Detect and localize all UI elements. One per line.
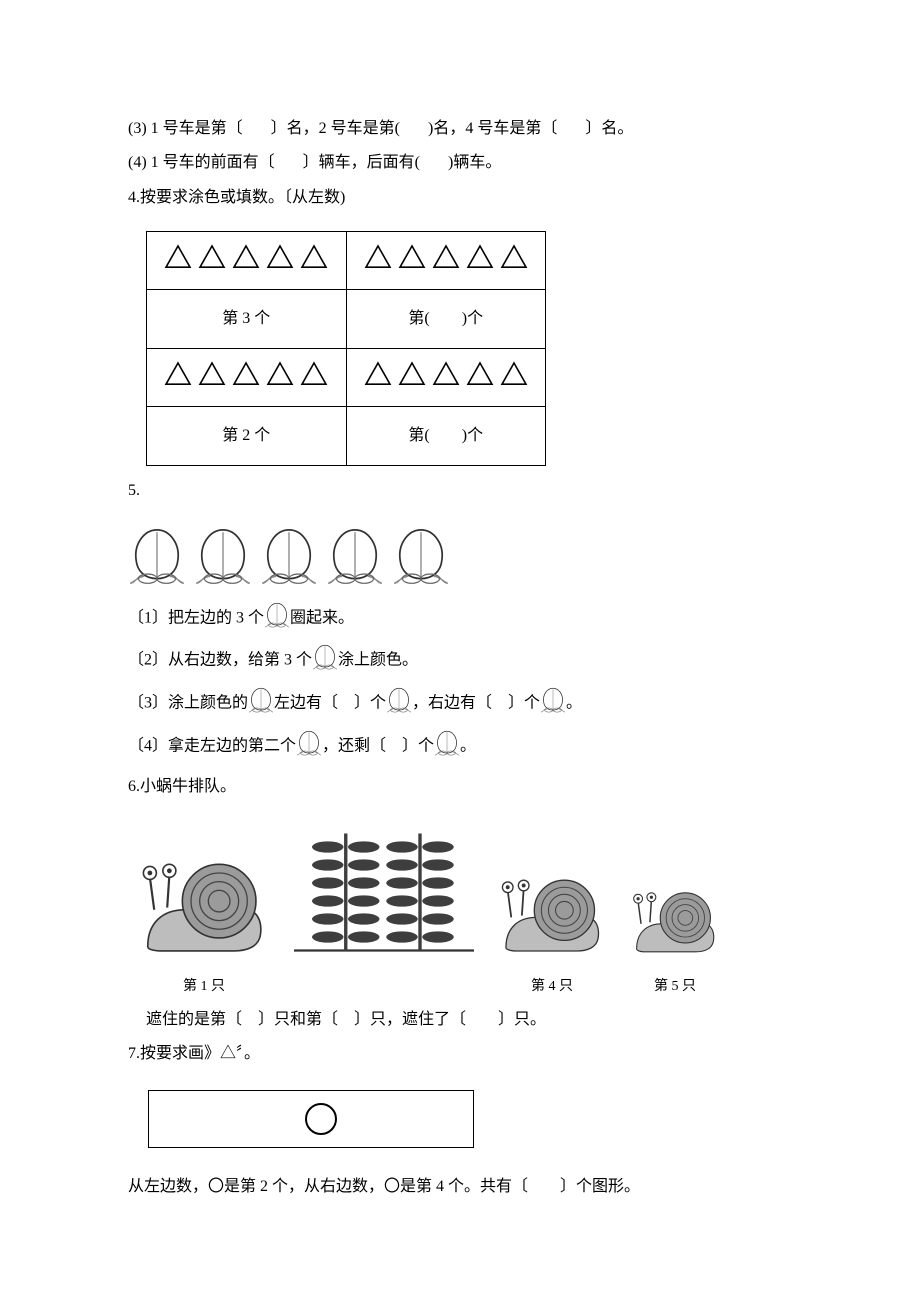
q4-r1-c2-lbl[interactable]: 第( )个 xyxy=(346,289,546,348)
q5-l4-b: ，还剩〔 〕个 xyxy=(322,737,434,754)
peach-icon xyxy=(264,601,290,640)
q4-r2-c1-tri[interactable] xyxy=(147,349,347,407)
q6-fill[interactable]: 遮住的是第〔 〕只和第〔 〕只，遮住了〔 〕只。 xyxy=(146,1005,792,1035)
q5-l4-a: 〔4〕拿走左边的第二个 xyxy=(128,737,296,754)
q5-prompt: 5. xyxy=(128,476,792,506)
q5-l3: 〔3〕涂上颜色的 左边有〔 〕个 ，右边有〔 〕个 。 xyxy=(128,686,792,725)
peach-icon xyxy=(326,525,384,597)
peach-icon xyxy=(260,525,318,597)
q3-4-a: (4) 1 号车的前面有〔 xyxy=(128,154,275,171)
q5-l3-b: 左边有〔 〕个 xyxy=(274,694,386,711)
q3-3-a: (3) 1 号车是第〔 xyxy=(128,120,243,137)
snail-caption: 第 5 只 xyxy=(630,974,720,1001)
q5-l2-b: 涂上颜色。 xyxy=(338,652,418,669)
q5-l3-c: ，右边有〔 〕个 xyxy=(412,694,540,711)
q4-r1-c2-tri[interactable] xyxy=(346,232,546,290)
q5-l4-c: 。 xyxy=(460,737,476,754)
q4-r1-c1-lbl: 第 3 个 xyxy=(147,289,347,348)
q4-r2-c2-lbl[interactable]: 第( )个 xyxy=(346,406,546,465)
q7-final[interactable]: 从左边数，〇是第 2 个，从右边数，〇是第 4 个。共有〔 〕个图形。 xyxy=(128,1172,792,1202)
q4-r1-c1-tri[interactable] xyxy=(147,232,347,290)
q5-l2-a: 〔2〕从右边数，给第 3 个 xyxy=(128,652,312,669)
snail-icon: 第 5 只 xyxy=(630,881,720,1001)
peach-icon xyxy=(128,525,186,597)
q3-3-c: )名，4 号车是第〔 xyxy=(428,120,557,137)
q4-table: 第 3 个 第( )个 第 2 个 第( )个 xyxy=(146,231,546,466)
peach-icon xyxy=(392,525,450,597)
q7-prompt: 7.按要求画》△〞。 xyxy=(128,1039,792,1069)
q3-sub4: (4) 1 号车的前面有〔 〕辆车，后面有( )辆车。 xyxy=(128,148,792,178)
q5-l1: 〔1〕把左边的 3 个 圈起来。 xyxy=(128,601,792,640)
snail-caption xyxy=(294,974,474,1001)
peach-icon xyxy=(434,729,460,768)
q3-3-d: 〕名。 xyxy=(585,120,633,137)
peach-icon xyxy=(312,643,338,682)
q6-row: 第 1 只 xyxy=(138,820,792,1001)
snail-icon: 第 4 只 xyxy=(498,866,606,1001)
q3-sub3: (3) 1 号车是第〔 〕名，2 号车是第( )名，4 号车是第〔 〕名。 xyxy=(128,114,792,144)
q3-3-b: 〕名，2 号车是第( xyxy=(271,120,400,137)
peach-icon xyxy=(248,686,274,725)
q4-r2-c2-tri[interactable] xyxy=(346,349,546,407)
q5-l1-b: 圈起来。 xyxy=(290,609,354,626)
peach-icon xyxy=(194,525,252,597)
q4-prompt: 4.按要求涂色或填数。〔从左数) xyxy=(128,183,792,213)
peach-icon xyxy=(296,729,322,768)
q5-l2: 〔2〕从右边数，给第 3 个 涂上颜色。 xyxy=(128,643,792,682)
q3-4-c: )辆车。 xyxy=(448,154,501,171)
q5-l3-d: 。 xyxy=(566,694,582,711)
q7-box[interactable] xyxy=(148,1090,474,1148)
q6-prompt: 6.小蜗牛排队。 xyxy=(128,772,792,802)
q4-r2-c1-lbl: 第 2 个 xyxy=(147,406,347,465)
circle-icon xyxy=(303,1101,339,1137)
snail-caption: 第 1 只 xyxy=(138,974,270,1001)
q5-l4: 〔4〕拿走左边的第二个 ，还剩〔 〕个 。 xyxy=(128,729,792,768)
q5-l3-a: 〔3〕涂上颜色的 xyxy=(128,694,248,711)
q3-4-b: 〕辆车，后面有( xyxy=(303,154,420,171)
plants-icon xyxy=(294,820,474,1001)
peach-icon xyxy=(386,686,412,725)
q5-l1-a: 〔1〕把左边的 3 个 xyxy=(128,609,264,626)
peach-icon xyxy=(540,686,566,725)
snail-icon: 第 1 只 xyxy=(138,847,270,1001)
q5-peach-row[interactable] xyxy=(128,525,792,597)
snail-caption: 第 4 只 xyxy=(498,974,606,1001)
